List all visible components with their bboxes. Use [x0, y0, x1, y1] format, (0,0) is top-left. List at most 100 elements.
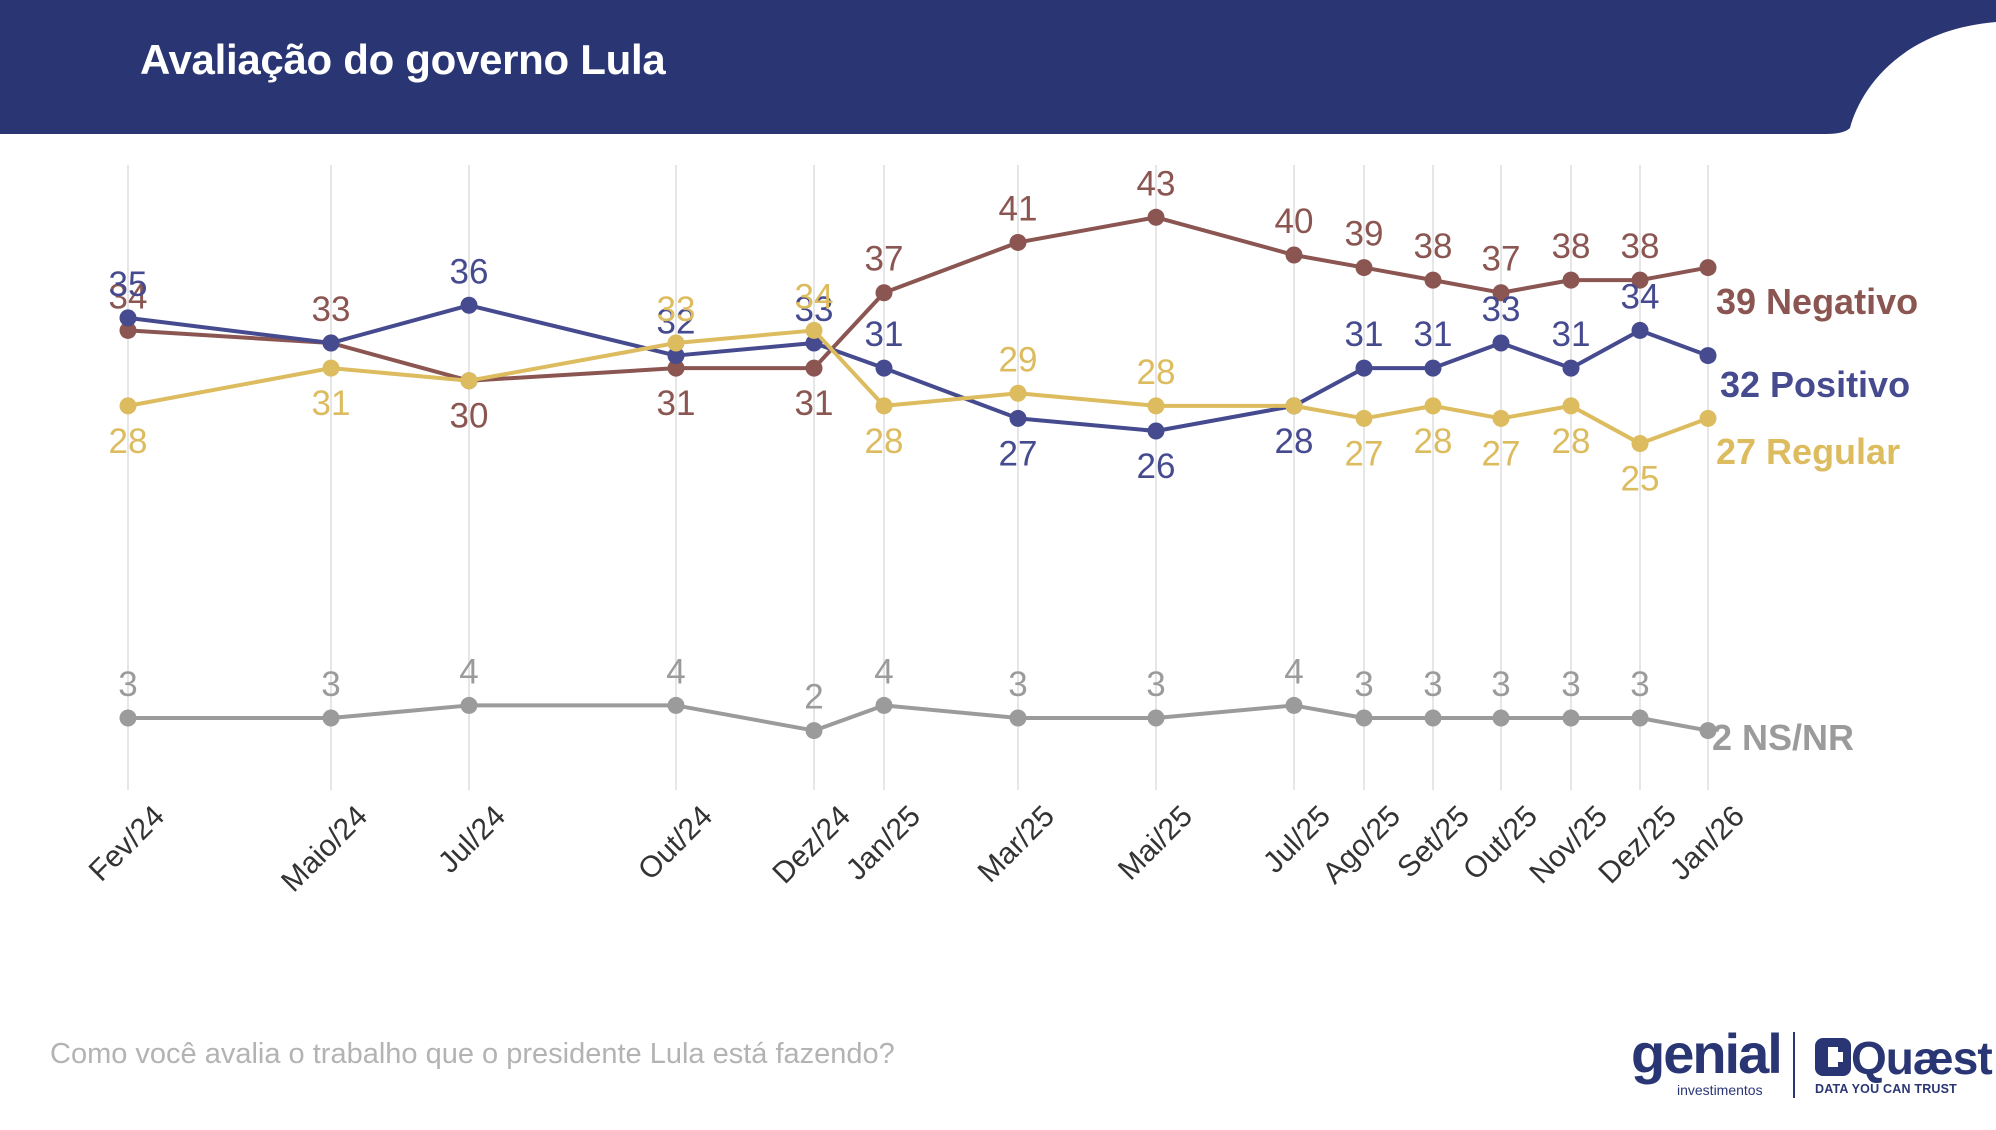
data-point	[805, 334, 823, 352]
data-point	[1355, 709, 1373, 727]
data-label: 43	[1137, 164, 1176, 203]
x-tick-label: Dez/24	[766, 800, 857, 891]
data-label: 38	[1414, 227, 1453, 266]
data-label: 4	[1284, 652, 1303, 691]
data-point	[322, 709, 340, 727]
data-point	[667, 347, 685, 365]
data-point	[119, 397, 137, 415]
data-point	[1147, 709, 1165, 727]
data-label: 27	[999, 434, 1038, 473]
data-label: 29	[999, 340, 1038, 379]
data-label: 40	[1275, 202, 1314, 241]
data-point	[1492, 709, 1510, 727]
data-label: 34	[795, 277, 834, 316]
series-line	[128, 703, 1709, 733]
series-line	[127, 328, 1709, 446]
data-label: 26	[1137, 447, 1176, 486]
data-point	[1492, 409, 1510, 427]
data-point	[1492, 334, 1510, 352]
data-label: 41	[999, 189, 1038, 228]
data-point	[1355, 259, 1373, 277]
x-tick-label: Ago/25	[1316, 800, 1407, 891]
quaest-logo-subtitle: DATA YOU CAN TRUST	[1815, 1082, 1958, 1096]
data-label: 27	[1345, 434, 1384, 473]
data-label: 3	[1423, 665, 1442, 704]
data-point	[805, 722, 823, 740]
data-label: 38	[1552, 227, 1591, 266]
x-tick-label: Jan/25	[840, 800, 927, 887]
data-label: 30	[450, 397, 489, 436]
data-point	[1699, 347, 1717, 365]
data-label: 3	[1146, 665, 1165, 704]
data-point	[1285, 246, 1303, 264]
data-point	[1562, 709, 1580, 727]
x-tick-label: Jan/26	[1664, 800, 1751, 887]
data-point	[667, 334, 685, 352]
data-label: 31	[865, 315, 904, 354]
data-label: 3	[118, 665, 137, 704]
data-point	[1492, 284, 1510, 302]
data-point	[1699, 259, 1717, 277]
data-point	[667, 696, 685, 714]
data-point	[1147, 397, 1165, 415]
data-point	[667, 359, 685, 377]
data-point	[1562, 397, 1580, 415]
data-point	[1285, 696, 1303, 714]
survey-question: Como você avalia o trabalho que o presid…	[50, 1038, 895, 1070]
data-point	[1631, 271, 1649, 289]
data-point	[460, 372, 478, 390]
data-point	[875, 696, 893, 714]
data-label: 37	[865, 240, 904, 279]
data-label: 34	[1621, 277, 1660, 316]
data-point	[1009, 409, 1027, 427]
x-tick-label: Out/24	[632, 800, 719, 887]
data-label: 3	[321, 665, 340, 704]
data-label: 25	[1621, 460, 1660, 499]
data-label: 31	[312, 384, 351, 423]
data-point	[875, 359, 893, 377]
data-point	[460, 696, 478, 714]
data-label: 31	[657, 384, 696, 423]
data-point	[875, 397, 893, 415]
data-label: 33	[1482, 290, 1521, 329]
series-nsnr: 3 3 4 4 2 4 3 3 4 3 3 3 3 3 2 NS/NR	[118, 652, 1854, 758]
data-label: 28	[1414, 422, 1453, 461]
data-point	[1424, 359, 1442, 377]
data-label: 36	[450, 252, 489, 291]
data-label: 4	[666, 652, 685, 691]
data-point	[1009, 384, 1027, 402]
data-label: 4	[874, 652, 893, 691]
data-point	[1147, 422, 1165, 440]
quaest-mark-icon	[1815, 1038, 1851, 1076]
gridlines	[127, 165, 1709, 790]
data-label: 28	[865, 422, 904, 461]
data-point	[805, 359, 823, 377]
data-label: 3	[1008, 665, 1027, 704]
data-point	[1562, 359, 1580, 377]
series-regular: 28 31 33 34 28 29 28 27 28 27 28 25 27 Regular	[109, 277, 1901, 498]
x-tick-label: Set/25	[1391, 800, 1476, 885]
data-label: 27	[1482, 434, 1521, 473]
data-point	[805, 321, 823, 339]
data-label: 33	[657, 290, 696, 329]
x-tick-label: Mai/25	[1112, 800, 1199, 887]
data-point	[1009, 709, 1027, 727]
data-label: 4	[459, 652, 478, 691]
data-label: 3	[1354, 665, 1373, 704]
data-label: 3	[1561, 665, 1580, 704]
data-point	[119, 309, 137, 327]
data-point	[1699, 409, 1717, 427]
data-point	[1424, 271, 1442, 289]
x-tick-label: Dez/25	[1592, 800, 1683, 891]
data-label: 28	[1275, 422, 1314, 461]
data-label: 33	[312, 290, 351, 329]
data-point	[1355, 359, 1373, 377]
data-label: 28	[109, 422, 148, 461]
quaest-logo: Quæst	[1851, 1032, 1993, 1084]
x-tick-label: Mar/25	[972, 800, 1061, 889]
data-point	[1699, 722, 1717, 740]
data-label: 3	[1630, 665, 1649, 704]
x-tick-label: Maio/24	[275, 800, 374, 899]
